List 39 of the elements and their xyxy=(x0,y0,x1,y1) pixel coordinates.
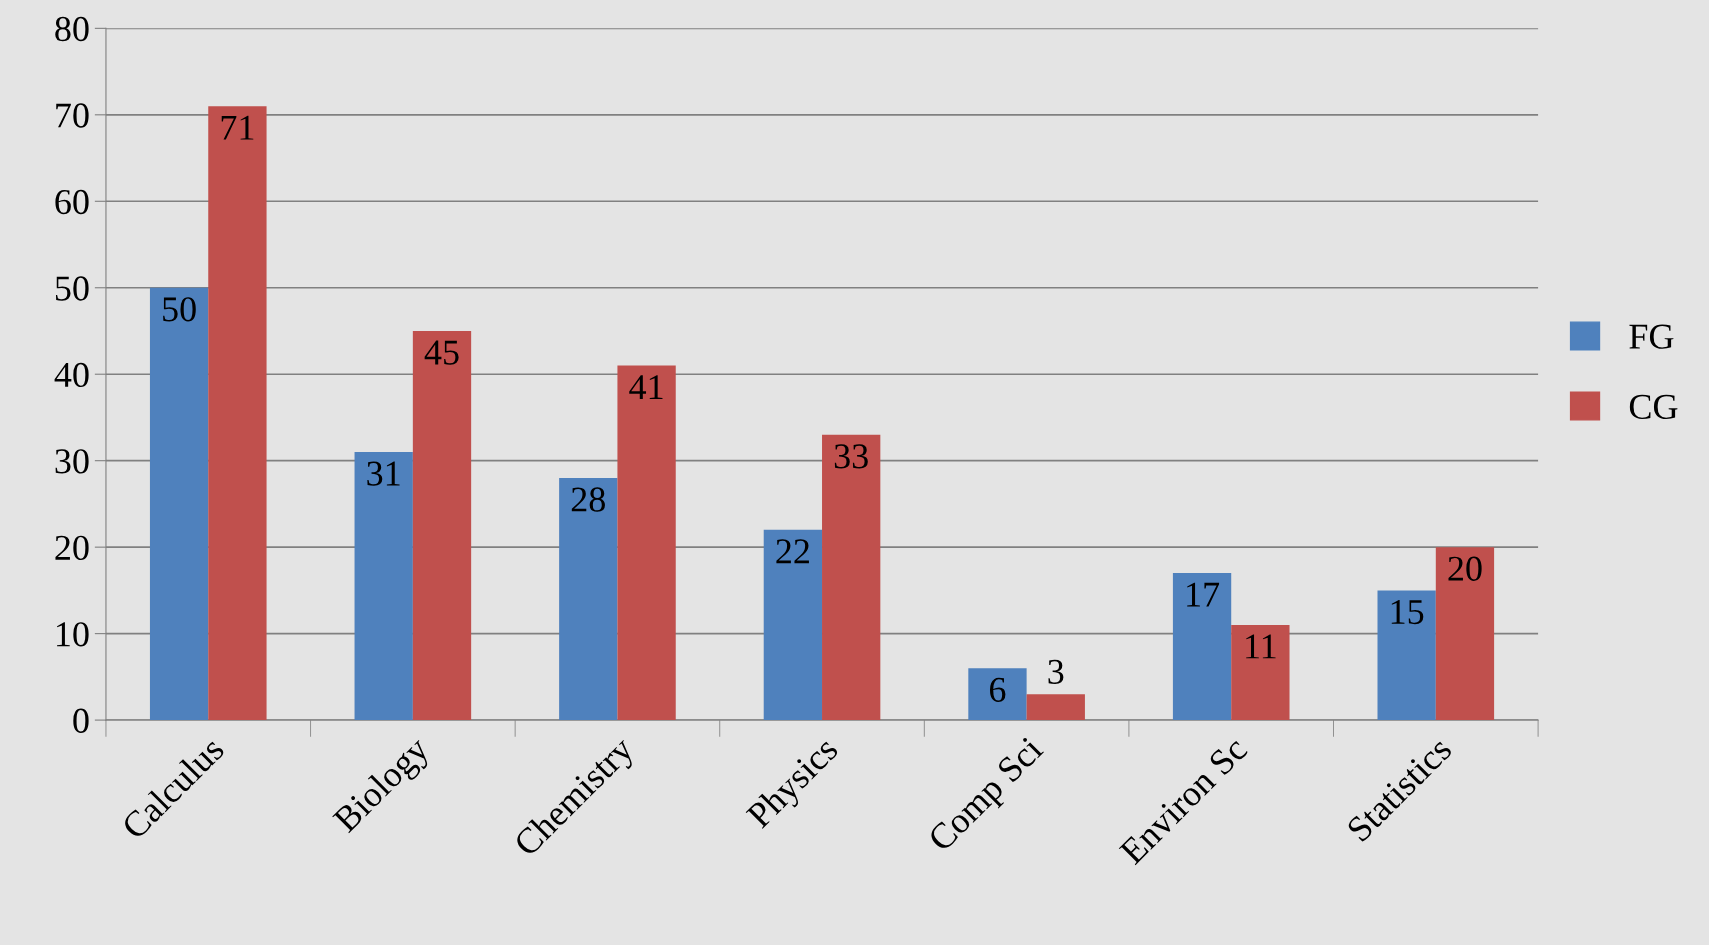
bar xyxy=(1026,694,1085,721)
y-tick-label: 70 xyxy=(56,103,89,128)
bar xyxy=(763,529,823,721)
bar xyxy=(968,668,1027,721)
legend-label: FG xyxy=(1629,324,1674,349)
legend-label: CG xyxy=(1629,394,1678,419)
data-label: 20 xyxy=(1448,556,1482,581)
bar xyxy=(208,106,267,721)
bar xyxy=(559,477,618,721)
y-tick-label: 10 xyxy=(57,622,89,647)
data-label: 50 xyxy=(163,297,196,322)
y-tick-label: 40 xyxy=(54,362,89,388)
bar xyxy=(1231,624,1290,721)
data-label: 28 xyxy=(571,487,605,512)
bar xyxy=(149,287,209,721)
bar xyxy=(1172,573,1232,721)
bar xyxy=(1435,547,1495,721)
bar xyxy=(617,365,676,721)
bar xyxy=(1377,590,1436,721)
data-label: 71 xyxy=(221,115,254,140)
y-tick-label: 80 xyxy=(55,16,89,42)
bar xyxy=(412,330,472,721)
bar xyxy=(822,434,881,721)
data-label: 45 xyxy=(424,340,459,365)
data-label: 17 xyxy=(1187,582,1220,607)
bar xyxy=(354,452,413,721)
data-label: 33 xyxy=(834,444,868,469)
data-label: 41 xyxy=(629,375,663,399)
y-tick-label: 30 xyxy=(55,449,89,474)
y-tick-label: 60 xyxy=(55,189,89,215)
data-label: 3 xyxy=(1048,659,1064,685)
data-label: 22 xyxy=(776,539,809,564)
y-tick-label: 20 xyxy=(55,535,89,561)
y-tick-label: 50 xyxy=(55,276,89,301)
data-label: 15 xyxy=(1391,599,1424,625)
data-label: 6 xyxy=(989,677,1006,702)
y-tick-label: 0 xyxy=(73,708,89,733)
data-label: 11 xyxy=(1246,634,1276,659)
data-label: 31 xyxy=(367,461,400,486)
